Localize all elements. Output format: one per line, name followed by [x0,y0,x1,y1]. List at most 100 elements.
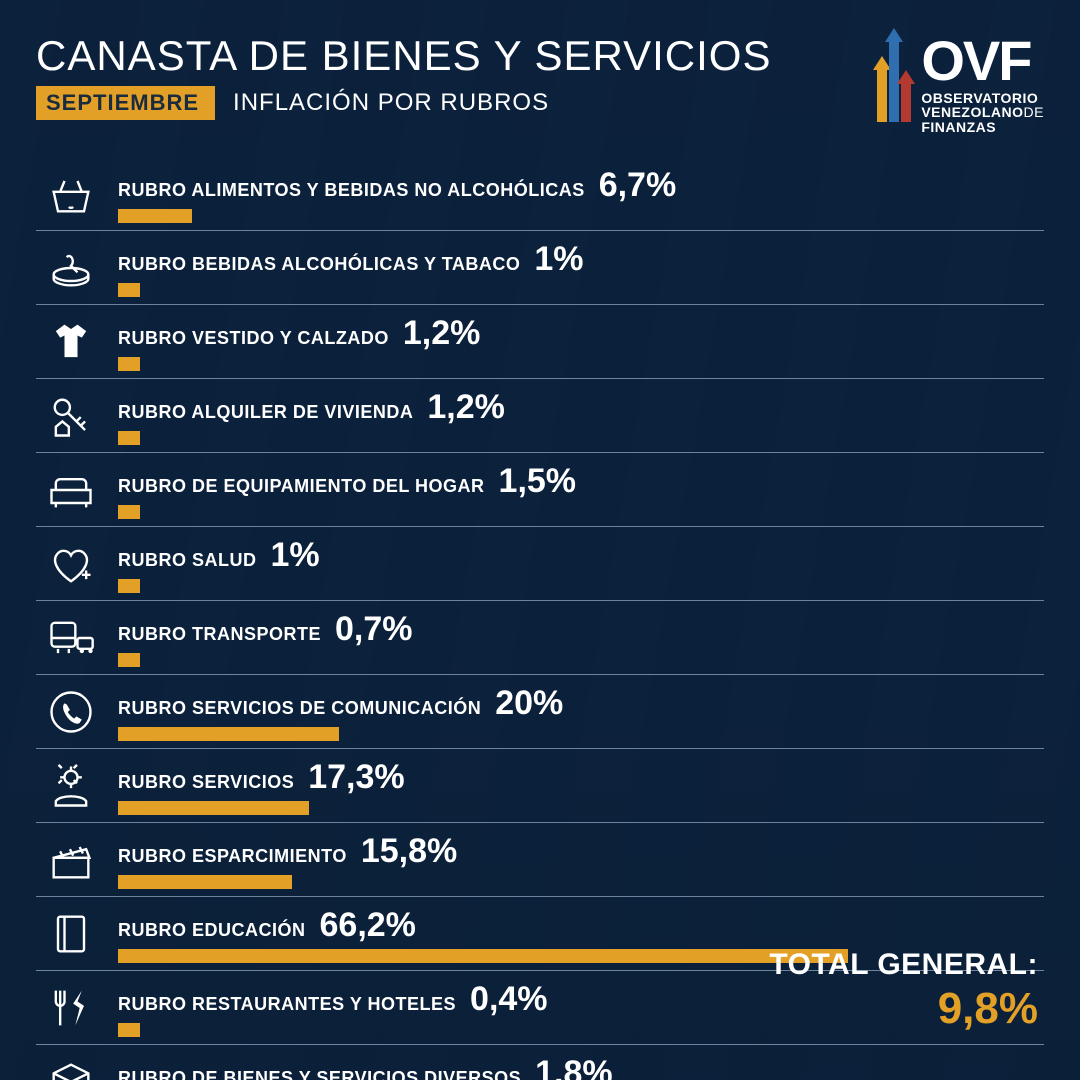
chart-row-label: RUBRO TRANSPORTE [118,624,321,645]
chart-row-label: RUBRO EDUCACIÓN [118,920,306,941]
chart-row-value: 1,8% [535,1054,613,1080]
bar-track [118,431,1044,445]
book-icon [36,908,106,960]
total-general: TOTAL GENERAL: 9,8% [769,948,1038,1034]
chart-row-value: 20% [495,684,563,723]
sofa-icon [36,464,106,516]
bar-track [118,579,1044,593]
chart-row-content: RUBRO ALQUILER DE VIVIENDA 1,2% [118,388,1044,445]
logo-line3: FINANZAS [921,119,996,135]
chart-row-value: 1,2% [403,314,481,353]
header: CANASTA DE BIENES Y SERVICIOS SEPTIEMBRE… [36,32,1044,135]
chart-row-content: RUBRO SERVICIOS17,3% [118,758,1044,815]
bar-fill [118,949,848,963]
bar-fill [118,875,292,889]
chart-row: RUBRO ESPARCIMIENTO 15,8% [36,823,1044,897]
chart-row-label: RUBRO ALIMENTOS Y BEBIDAS NO ALCOHÓLICAS [118,180,585,201]
bar-fill [118,283,140,297]
key-house-icon [36,390,106,442]
logo-arrows-icon [877,32,911,122]
chart-row: RUBRO TRANSPORTE 0,7% [36,601,1044,675]
chart-row: RUBRO SERVICIOS DE COMUNICACIÓN 20% [36,675,1044,749]
cutlery-icon [36,982,106,1034]
chart-row-content: RUBRO BEBIDAS ALCOHÓLICAS Y TABACO 1% [118,240,1044,297]
chart-row-content: RUBRO TRANSPORTE 0,7% [118,610,1044,667]
chart-row-value: 1% [271,536,320,575]
bar-track [118,505,1044,519]
chart-row-value: 0,4% [470,980,548,1019]
logo-line2a: VENEZOLANO [921,104,1023,120]
bar-fill [118,357,140,371]
ovf-logo: OVF OBSERVATORIO VENEZOLANODE FINANZAS [877,32,1044,135]
chart-row-value: 1,5% [499,462,577,501]
ashtray-icon [36,242,106,294]
logo-text: OVF OBSERVATORIO VENEZOLANODE FINANZAS [921,32,1044,135]
chart-row-label: RUBRO ALQUILER DE VIVIENDA [118,402,413,423]
logo-line2b: DE [1024,104,1044,120]
bar-fill [118,209,192,223]
chart-row: RUBRO VESTIDO Y CALZADO 1,2% [36,305,1044,379]
transport-icon [36,612,106,664]
chart-row-content: RUBRO VESTIDO Y CALZADO 1,2% [118,314,1044,371]
chart-row: RUBRO DE BIENES Y SERVICIOS DIVERSOS 1,8% [36,1045,1044,1080]
chart-row-value: 6,7% [599,166,677,205]
chart-row-value: 1,2% [427,388,505,427]
chart-row-content: RUBRO DE BIENES Y SERVICIOS DIVERSOS 1,8% [118,1054,1044,1080]
header-left: CANASTA DE BIENES Y SERVICIOS SEPTIEMBRE… [36,32,771,120]
chart-row-content: RUBRO ESPARCIMIENTO 15,8% [118,832,1044,889]
bar-fill [118,801,309,815]
chart-row-label: RUBRO DE EQUIPAMIENTO DEL HOGAR [118,476,485,497]
page-title: CANASTA DE BIENES Y SERVICIOS [36,32,771,80]
chart-row: RUBRO SERVICIOS17,3% [36,749,1044,823]
services-icon [36,760,106,812]
bar-track [118,875,1044,889]
chart-row-value: 17,3% [308,758,404,797]
bar-fill [118,431,140,445]
chart-row-label: RUBRO BEBIDAS ALCOHÓLICAS Y TABACO [118,254,520,275]
chart-row-label: RUBRO SALUD [118,550,257,571]
bar-fill [118,653,140,667]
bar-fill [118,1023,140,1037]
bar-track [118,801,1044,815]
chart-row: RUBRO BEBIDAS ALCOHÓLICAS Y TABACO 1% [36,231,1044,305]
bar-track [118,653,1044,667]
infographic: CANASTA DE BIENES Y SERVICIOS SEPTIEMBRE… [0,0,1080,1080]
phone-icon [36,686,106,738]
total-value: 9,8% [769,984,1038,1034]
chart-row-content: RUBRO SERVICIOS DE COMUNICACIÓN 20% [118,684,1044,741]
bar-track [118,283,1044,297]
logo-line1: OBSERVATORIO [921,90,1038,106]
chart-row-value: 66,2% [320,906,416,945]
month-badge: SEPTIEMBRE [36,86,215,120]
chart-row-label: RUBRO SERVICIOS DE COMUNICACIÓN [118,698,481,719]
bar-fill [118,579,140,593]
chart-row-content: RUBRO ALIMENTOS Y BEBIDAS NO ALCOHÓLICAS… [118,166,1044,223]
shirt-icon [36,316,106,368]
subtitle: INFLACIÓN POR RUBROS [233,89,549,117]
bar-chart: RUBRO ALIMENTOS Y BEBIDAS NO ALCOHÓLICAS… [36,157,1044,1080]
basket-icon [36,168,106,220]
chart-row: RUBRO ALIMENTOS Y BEBIDAS NO ALCOHÓLICAS… [36,157,1044,231]
chart-row: RUBRO SALUD 1% [36,527,1044,601]
bar-fill [118,727,339,741]
clapper-icon [36,834,106,886]
box-icon [36,1056,106,1080]
chart-row-label: RUBRO VESTIDO Y CALZADO [118,328,389,349]
chart-row-value: 0,7% [335,610,413,649]
chart-row: RUBRO DE EQUIPAMIENTO DEL HOGAR 1,5% [36,453,1044,527]
health-icon [36,538,106,590]
chart-row-content: RUBRO SALUD 1% [118,536,1044,593]
bar-track [118,727,1044,741]
chart-row-label: RUBRO RESTAURANTES Y HOTELES [118,994,456,1015]
bar-fill [118,505,140,519]
chart-row-label: RUBRO DE BIENES Y SERVICIOS DIVERSOS [118,1068,521,1080]
bar-track [118,209,1044,223]
bar-track [118,357,1044,371]
total-label: TOTAL GENERAL: [769,948,1038,982]
chart-row: RUBRO ALQUILER DE VIVIENDA 1,2% [36,379,1044,453]
chart-row-label: RUBRO ESPARCIMIENTO [118,846,347,867]
logo-acronym: OVF [921,32,1044,91]
chart-row-value: 1% [534,240,583,279]
chart-row-content: RUBRO DE EQUIPAMIENTO DEL HOGAR 1,5% [118,462,1044,519]
chart-row-value: 15,8% [361,832,457,871]
